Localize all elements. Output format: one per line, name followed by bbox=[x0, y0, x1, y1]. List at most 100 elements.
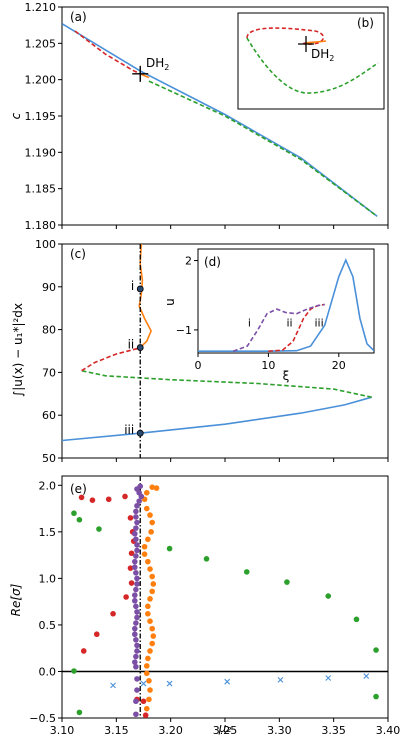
panel-e-point-s1 bbox=[128, 580, 135, 586]
panel-e-point-s2 bbox=[145, 558, 151, 565]
panel-e-point-s2 bbox=[143, 670, 150, 677]
panel-e-point-s2 bbox=[143, 705, 150, 712]
panel-a-ytick-label: 1.180 bbox=[25, 219, 57, 232]
panel-e-point-s3 bbox=[136, 498, 142, 504]
panel-a-series-1 bbox=[148, 80, 378, 217]
dh2-label-a-sub: 2 bbox=[164, 63, 169, 72]
panel-e-point-s3 bbox=[133, 570, 139, 576]
panel-e-point-s0 bbox=[243, 569, 250, 575]
panel-e-point-s3 bbox=[132, 631, 138, 638]
panel-e-frame bbox=[61, 475, 389, 719]
panel-e-point-s2 bbox=[145, 603, 151, 610]
panel-a-series-0 bbox=[62, 23, 378, 217]
dh2-label-a-main: DH bbox=[146, 56, 164, 70]
panel-e-point-s3 bbox=[134, 609, 140, 615]
panel-e-point-s0 bbox=[325, 593, 332, 599]
panel-e-point-s2 bbox=[141, 551, 148, 557]
panel-e-xtick-label: 3.40 bbox=[376, 724, 401, 736]
panel-e-point-s2 bbox=[150, 633, 157, 639]
panel-e-point-s3 bbox=[134, 676, 140, 682]
panel-a-ytick-label: 1.200 bbox=[25, 74, 57, 87]
panel-c-ylabel: ∫|u(x) − u₁*|²dx bbox=[11, 303, 25, 397]
panel-e-point-s2 bbox=[149, 625, 155, 632]
panel-e-point-s3 bbox=[132, 625, 138, 632]
panel-d-curve-label-i: i bbox=[248, 316, 251, 329]
panel-a-label: (a) bbox=[70, 10, 87, 24]
panel-a-series-2 bbox=[74, 30, 141, 75]
panel-e-point-s3 bbox=[134, 502, 140, 509]
panel-c-ytick-label: 90 bbox=[42, 281, 56, 294]
panel-e-x-marker bbox=[224, 678, 231, 685]
panel-e-point-s2 bbox=[148, 529, 154, 535]
panel-d-series-0 bbox=[198, 258, 374, 352]
panel-e-point-s3 bbox=[133, 620, 139, 626]
dh2-label-a: DH2 bbox=[146, 56, 169, 72]
panel-e-point-s2 bbox=[143, 663, 150, 669]
panel-d-ytick-label: 2 bbox=[185, 255, 192, 268]
panel-e-ytick-label: 0.0 bbox=[39, 665, 57, 678]
panel-e-point-s2 bbox=[149, 484, 155, 490]
panel-c-point-label-iii: iii bbox=[124, 423, 134, 437]
panel-c-series-1 bbox=[81, 369, 372, 398]
panel-e-point-s3 bbox=[132, 558, 138, 565]
panel-e-point-s1 bbox=[110, 610, 116, 617]
panel-e-point-s1 bbox=[80, 648, 87, 654]
panel-e-ytick-label: −0.5 bbox=[29, 712, 56, 725]
panel-e-point-s2 bbox=[147, 566, 153, 572]
panel-d-curve-labels: i ii iii bbox=[248, 316, 324, 329]
panel-e-point-s2 bbox=[149, 573, 155, 580]
panel-d-series bbox=[198, 258, 374, 352]
panel-e-point-s3 bbox=[133, 525, 139, 531]
panel-a-frame bbox=[61, 6, 389, 226]
panel-e-point-s1 bbox=[105, 496, 112, 503]
panel-e-point-s2 bbox=[149, 588, 155, 595]
panel-e-xtick-label: 3.30 bbox=[267, 724, 292, 736]
panel-a-ytick-label: 1.205 bbox=[25, 37, 57, 50]
panel-e-point-s3 bbox=[132, 530, 138, 537]
panel-e-point-s3 bbox=[133, 603, 139, 610]
panel-e-xtick-label: 3.10 bbox=[50, 724, 75, 736]
panel-c-series-3 bbox=[138, 244, 152, 349]
panel-e-point-s2 bbox=[141, 543, 148, 550]
panel-e-point-s1 bbox=[89, 497, 96, 504]
panel-e-point-s0 bbox=[353, 616, 360, 623]
panel-a-series bbox=[62, 23, 378, 217]
panel-d-curve-label-ii: ii bbox=[286, 316, 292, 329]
panel-e-point-s3 bbox=[133, 637, 139, 643]
panel-e-point-s2 bbox=[143, 505, 150, 512]
panel-d-xtick-label: 20 bbox=[332, 359, 346, 372]
panel-d-ytick-label: −1 bbox=[176, 324, 192, 337]
panel-e: −0.5 0.0 0.5 1.0 1.5 2.0 3.10 3.15 3.20 3.25 3.30 3… bbox=[9, 475, 401, 736]
panel-e-point-s2 bbox=[143, 489, 150, 496]
panel-e-ylabel: Re[σ] bbox=[9, 583, 23, 616]
panel-e-x-marker bbox=[325, 675, 332, 681]
panel-e-point-s3 bbox=[133, 711, 139, 718]
panel-e-point-s2 bbox=[153, 485, 160, 491]
panel-e-point-s3 bbox=[133, 653, 139, 660]
panel-e-x-marker bbox=[363, 673, 370, 680]
panel-c-point-i bbox=[136, 285, 144, 293]
panel-e-point-s1 bbox=[122, 493, 128, 500]
panel-e-point-s3 bbox=[134, 614, 140, 621]
panel-e-point-s3 bbox=[132, 659, 138, 665]
panel-e-xtick-label: 3.25 bbox=[213, 724, 238, 736]
panel-e-point-s1 bbox=[140, 698, 147, 705]
panel-e-point-s0 bbox=[96, 526, 102, 532]
panel-d-xlabel: ξ bbox=[283, 369, 290, 383]
panel-d-series-2 bbox=[232, 303, 325, 352]
panel-a-ylabel: c bbox=[9, 112, 23, 119]
panel-e-point-s0 bbox=[373, 693, 379, 700]
panel-e-point-s2 bbox=[145, 536, 151, 543]
panel-e-point-s3 bbox=[134, 687, 140, 693]
panel-e-point-s0 bbox=[284, 579, 290, 585]
panel-c-point-label-ii: ii bbox=[128, 338, 135, 352]
dh2-cross-a bbox=[132, 65, 149, 82]
panel-c-ytick-label: 70 bbox=[42, 366, 56, 379]
panel-b-green-curve bbox=[246, 37, 379, 94]
panel-c-point-ii bbox=[136, 344, 144, 351]
panel-d: −120 10 20 i ii iii (d) u ξ bbox=[163, 248, 375, 383]
